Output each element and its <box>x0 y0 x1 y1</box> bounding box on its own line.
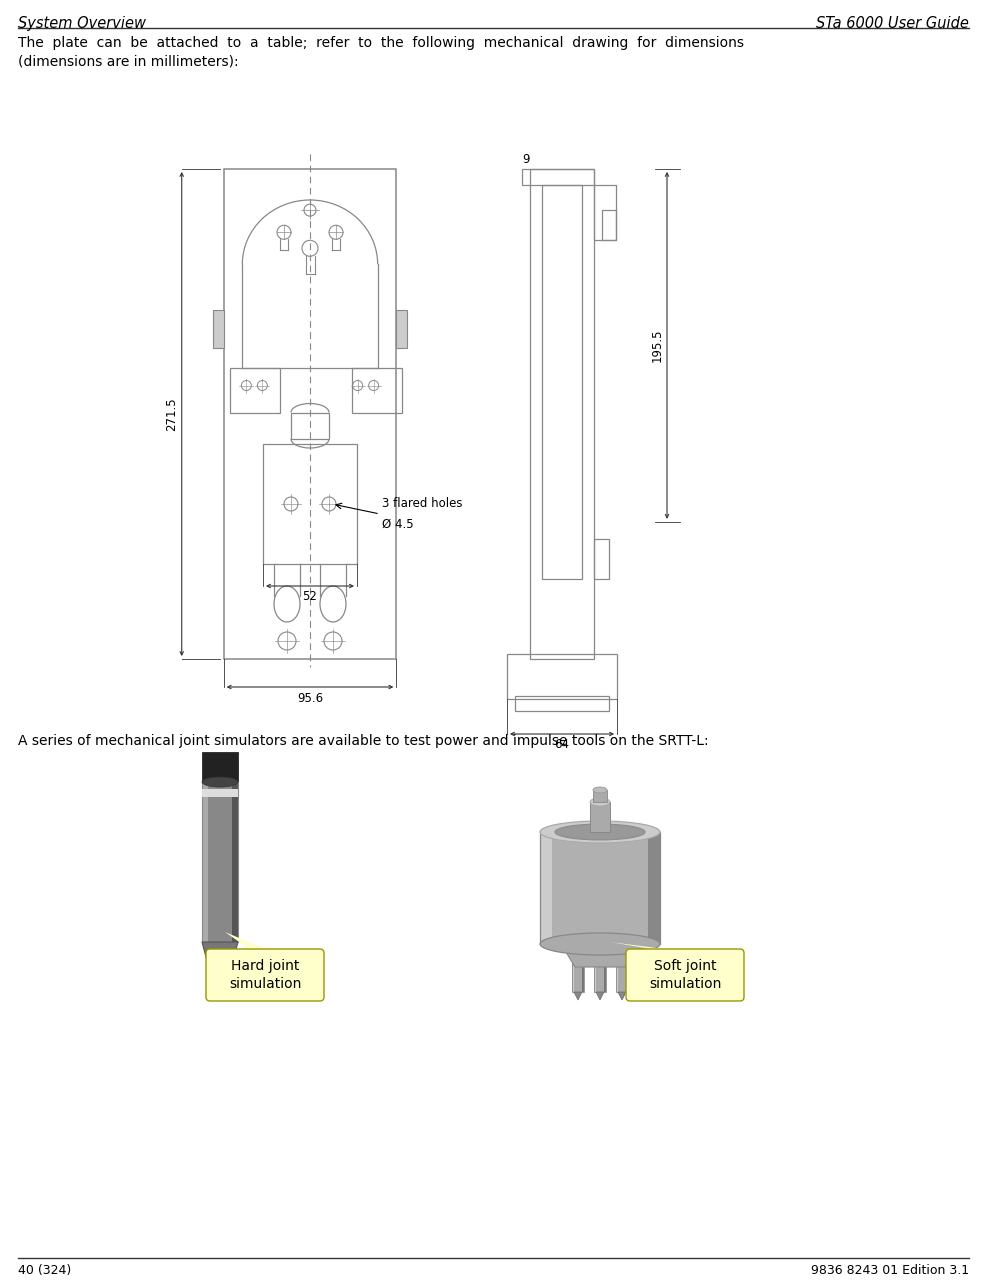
Bar <box>594 962 596 993</box>
Bar <box>291 412 328 439</box>
Text: The  plate  can  be  attached  to  a  table;  refer  to  the  following  mechani: The plate can be attached to a table; re… <box>18 36 743 68</box>
Polygon shape <box>574 993 582 1000</box>
Bar <box>582 962 584 993</box>
Text: STa 6000 User Guide: STa 6000 User Guide <box>815 15 968 31</box>
Bar <box>202 788 238 797</box>
Bar <box>593 790 606 802</box>
Bar <box>596 962 603 993</box>
Polygon shape <box>202 942 238 993</box>
Text: A series of mechanical joint simulators are available to test power and impulse : A series of mechanical joint simulators … <box>18 734 708 749</box>
Bar <box>615 962 627 993</box>
Ellipse shape <box>539 933 660 955</box>
Bar <box>648 832 660 944</box>
Bar <box>395 309 407 348</box>
Bar <box>572 962 574 993</box>
Bar <box>603 962 605 993</box>
Bar <box>594 962 605 993</box>
Bar <box>574 962 582 993</box>
Text: 40 (324): 40 (324) <box>18 1263 71 1278</box>
Bar <box>539 832 551 944</box>
FancyBboxPatch shape <box>206 949 323 1002</box>
Bar <box>594 185 615 240</box>
Text: Soft joint
simulation: Soft joint simulation <box>648 959 721 991</box>
Bar <box>202 782 238 942</box>
Bar <box>515 696 608 711</box>
Bar <box>232 782 238 942</box>
FancyBboxPatch shape <box>625 949 743 1002</box>
Text: 95.6: 95.6 <box>297 692 322 705</box>
Bar <box>224 169 395 659</box>
Polygon shape <box>210 972 230 993</box>
Ellipse shape <box>539 820 660 844</box>
Text: Hard joint
simulation: Hard joint simulation <box>229 959 301 991</box>
Bar <box>617 962 625 993</box>
Bar <box>230 367 280 412</box>
Text: 271.5: 271.5 <box>165 397 178 431</box>
Text: 3 flared holes: 3 flared holes <box>382 497 462 510</box>
Bar <box>507 654 616 698</box>
Bar <box>601 211 615 240</box>
Bar <box>594 539 608 579</box>
Bar <box>202 782 208 942</box>
Bar <box>625 962 627 993</box>
Bar <box>522 169 594 185</box>
Polygon shape <box>609 942 694 953</box>
Bar <box>213 309 224 348</box>
Bar <box>572 962 584 993</box>
Polygon shape <box>559 942 639 967</box>
Bar <box>615 962 617 993</box>
Bar <box>208 782 232 942</box>
Ellipse shape <box>593 787 606 794</box>
Bar <box>551 832 648 944</box>
Ellipse shape <box>202 777 238 787</box>
Text: 64: 64 <box>554 738 569 751</box>
Text: System Overview: System Overview <box>18 15 146 31</box>
Bar <box>351 367 401 412</box>
Polygon shape <box>617 993 625 1000</box>
Bar <box>263 444 357 564</box>
Ellipse shape <box>554 824 644 840</box>
Text: 9836 8243 01 Edition 3.1: 9836 8243 01 Edition 3.1 <box>810 1263 968 1278</box>
Text: 195.5: 195.5 <box>650 329 663 362</box>
Bar <box>539 832 660 944</box>
Polygon shape <box>596 993 603 1000</box>
Bar <box>590 802 609 832</box>
Bar <box>529 169 594 659</box>
Text: 52: 52 <box>303 591 317 603</box>
Text: Ø 4.5: Ø 4.5 <box>382 517 413 532</box>
Polygon shape <box>225 932 275 953</box>
Bar <box>541 185 582 579</box>
Bar <box>202 752 238 787</box>
Ellipse shape <box>590 797 609 806</box>
Text: 9: 9 <box>522 153 528 166</box>
